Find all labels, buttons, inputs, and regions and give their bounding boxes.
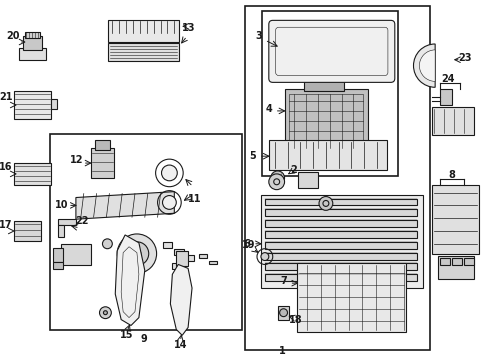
Bar: [199, 254, 206, 257]
Bar: [261, 194, 423, 288]
Text: 7: 7: [280, 276, 286, 286]
Text: 5: 5: [249, 151, 256, 161]
Bar: [94, 140, 110, 150]
Wedge shape: [419, 50, 434, 81]
Circle shape: [103, 311, 107, 315]
Bar: [51, 99, 57, 109]
Text: 2: 2: [289, 165, 296, 175]
Bar: [289, 94, 363, 148]
Bar: [244, 6, 429, 350]
Text: 9: 9: [140, 334, 147, 344]
Circle shape: [279, 309, 287, 317]
Bar: [431, 107, 472, 135]
Bar: [264, 274, 417, 281]
Bar: [264, 253, 417, 260]
Bar: [90, 148, 114, 178]
Polygon shape: [170, 265, 192, 335]
Bar: [264, 231, 417, 238]
Circle shape: [102, 239, 112, 249]
Text: 24: 24: [440, 75, 454, 84]
Bar: [184, 255, 194, 261]
Bar: [53, 261, 63, 269]
Circle shape: [270, 171, 284, 185]
Bar: [174, 249, 184, 255]
Bar: [264, 198, 417, 206]
FancyBboxPatch shape: [268, 21, 394, 82]
Text: 17: 17: [0, 220, 13, 230]
Text: 19: 19: [242, 240, 255, 250]
Bar: [284, 89, 367, 158]
Text: 13: 13: [182, 23, 195, 33]
Bar: [277, 306, 289, 320]
Bar: [14, 221, 41, 241]
Text: 8: 8: [447, 170, 454, 180]
Bar: [451, 257, 461, 265]
Text: 14: 14: [173, 340, 186, 350]
Text: 21: 21: [0, 92, 13, 102]
Bar: [262, 10, 397, 176]
Bar: [304, 69, 343, 91]
Bar: [50, 134, 242, 330]
Polygon shape: [115, 235, 144, 325]
Text: 1: 1: [279, 346, 285, 356]
Bar: [53, 248, 63, 261]
Text: 12: 12: [70, 155, 83, 165]
Circle shape: [318, 197, 332, 210]
Bar: [172, 264, 182, 269]
Circle shape: [117, 234, 156, 273]
Bar: [108, 43, 179, 61]
Circle shape: [268, 174, 284, 190]
Bar: [439, 257, 449, 265]
Polygon shape: [76, 192, 174, 219]
Bar: [58, 219, 76, 225]
Bar: [14, 163, 51, 185]
Text: 16: 16: [0, 162, 13, 172]
Text: 15: 15: [120, 330, 134, 340]
Bar: [439, 89, 451, 105]
Text: 4: 4: [265, 104, 272, 114]
Bar: [162, 242, 172, 248]
Bar: [58, 225, 64, 237]
Bar: [463, 257, 472, 265]
Circle shape: [100, 307, 111, 319]
Text: 3: 3: [255, 31, 262, 41]
Circle shape: [133, 250, 141, 257]
Circle shape: [274, 175, 280, 181]
Bar: [108, 21, 179, 42]
Bar: [176, 251, 188, 266]
Bar: [61, 244, 90, 265]
Text: 20: 20: [6, 31, 20, 41]
Bar: [14, 91, 51, 119]
Circle shape: [125, 242, 148, 265]
Wedge shape: [413, 44, 434, 87]
Circle shape: [261, 253, 268, 261]
Bar: [23, 36, 42, 50]
Bar: [264, 242, 417, 249]
Bar: [437, 256, 472, 279]
Circle shape: [161, 165, 177, 181]
Bar: [431, 185, 478, 254]
Bar: [264, 209, 417, 216]
Circle shape: [162, 195, 176, 209]
Bar: [298, 172, 317, 188]
Text: 6: 6: [244, 239, 250, 249]
Bar: [25, 32, 41, 38]
Text: 18: 18: [288, 315, 302, 325]
Text: 23: 23: [457, 53, 470, 63]
Text: 11: 11: [188, 194, 202, 203]
Bar: [19, 48, 46, 60]
Bar: [264, 220, 417, 227]
Bar: [308, 156, 338, 168]
Text: 10: 10: [55, 201, 69, 210]
Text: 22: 22: [75, 216, 88, 226]
Bar: [297, 264, 405, 332]
Bar: [264, 264, 417, 270]
Bar: [208, 261, 216, 265]
Bar: [268, 140, 386, 170]
